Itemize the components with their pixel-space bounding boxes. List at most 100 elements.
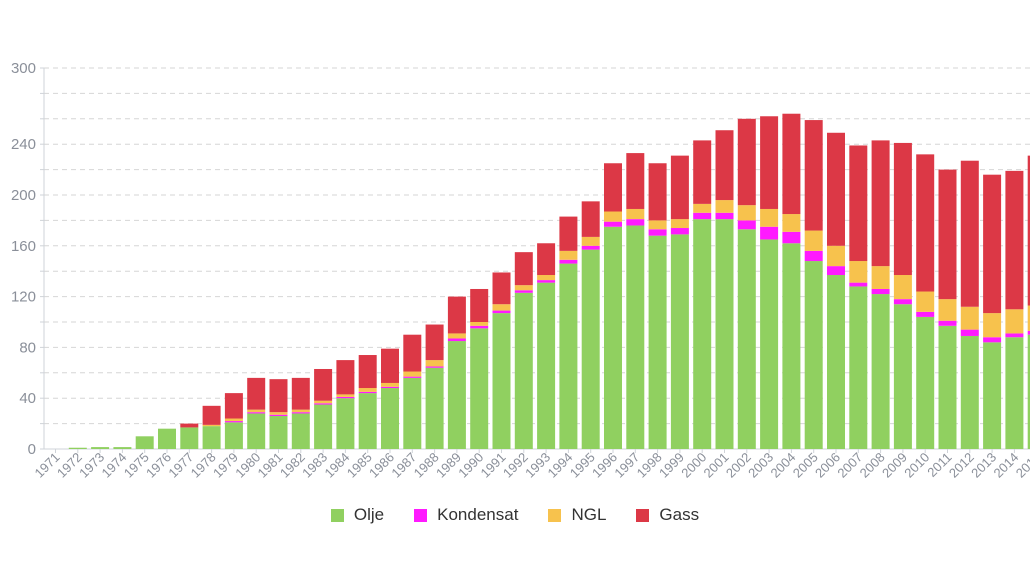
bar-gass-2012[interactable] — [960, 160, 979, 307]
bar-gass-2007[interactable] — [849, 145, 868, 262]
bar-ngl-2003[interactable] — [760, 208, 779, 227]
bar-kondensat-1982[interactable] — [291, 412, 310, 414]
bar-ngl-1978[interactable] — [202, 424, 221, 427]
bar-olje-1990[interactable] — [470, 328, 489, 449]
bar-ngl-2007[interactable] — [849, 261, 868, 283]
bar-olje-2007[interactable] — [849, 286, 868, 449]
bar-kondensat-2010[interactable] — [916, 311, 935, 317]
bar-gass-2015[interactable] — [1027, 155, 1030, 306]
bar-olje-1973[interactable] — [91, 447, 110, 449]
bar-gass-2014[interactable] — [1005, 170, 1024, 310]
bar-gass-1991[interactable] — [492, 272, 511, 305]
bar-kondensat-1998[interactable] — [648, 229, 667, 236]
bar-olje-1995[interactable] — [581, 249, 600, 449]
bar-ngl-2008[interactable] — [871, 266, 890, 289]
bar-ngl-1996[interactable] — [604, 211, 622, 222]
bar-gass-2000[interactable] — [693, 140, 712, 204]
bar-ngl-2012[interactable] — [960, 306, 979, 330]
bar-kondensat-2007[interactable] — [849, 282, 868, 287]
bar-kondensat-1994[interactable] — [559, 259, 578, 264]
bar-gass-2002[interactable] — [737, 118, 756, 206]
bar-kondensat-1989[interactable] — [447, 338, 466, 342]
bar-ngl-2015[interactable] — [1027, 305, 1030, 331]
bar-olje-2010[interactable] — [916, 316, 935, 449]
bar-gass-2013[interactable] — [983, 174, 1002, 314]
bar-ngl-2009[interactable] — [893, 275, 912, 300]
bar-gass-1982[interactable] — [291, 377, 310, 410]
bar-kondensat-1997[interactable] — [626, 219, 645, 226]
bar-gass-2004[interactable] — [782, 113, 801, 215]
bar-olje-1976[interactable] — [158, 428, 176, 449]
bar-kondensat-1987[interactable] — [403, 376, 422, 378]
bar-olje-2008[interactable] — [871, 294, 890, 449]
bar-olje-1979[interactable] — [224, 422, 243, 449]
bar-gass-1977[interactable] — [180, 423, 199, 428]
bar-olje-1994[interactable] — [559, 263, 578, 449]
bar-olje-1997[interactable] — [626, 225, 645, 449]
bar-gass-1995[interactable] — [581, 201, 600, 237]
bar-gass-2009[interactable] — [893, 142, 912, 276]
legend-item-gass[interactable]: Gass — [636, 505, 699, 525]
bar-gass-1985[interactable] — [358, 355, 377, 389]
bar-olje-2012[interactable] — [960, 335, 979, 449]
bar-gass-2008[interactable] — [871, 140, 890, 267]
bar-kondensat-1981[interactable] — [269, 414, 288, 416]
bar-ngl-1983[interactable] — [314, 400, 333, 404]
bar-gass-1993[interactable] — [537, 243, 556, 276]
bar-olje-2014[interactable] — [1005, 337, 1024, 449]
bar-kondensat-2012[interactable] — [960, 329, 979, 336]
bar-kondensat-1986[interactable] — [381, 386, 399, 389]
bar-olje-1992[interactable] — [514, 292, 533, 449]
bar-kondensat-1993[interactable] — [537, 280, 556, 283]
bar-olje-2011[interactable] — [938, 325, 957, 449]
bar-olje-2006[interactable] — [827, 275, 845, 449]
bar-ngl-1979[interactable] — [224, 418, 243, 422]
bar-olje-2002[interactable] — [737, 229, 756, 449]
bar-kondensat-1999[interactable] — [670, 228, 689, 235]
bar-olje-1986[interactable] — [381, 388, 399, 449]
bar-olje-1983[interactable] — [314, 404, 333, 449]
bar-ngl-1981[interactable] — [269, 412, 288, 415]
bar-kondensat-1988[interactable] — [425, 366, 444, 368]
bar-kondensat-2011[interactable] — [938, 320, 957, 326]
bar-ngl-1993[interactable] — [537, 275, 556, 281]
bar-gass-1990[interactable] — [470, 288, 489, 322]
bar-kondensat-1985[interactable] — [358, 391, 377, 394]
legend-item-ngl[interactable]: NGL — [548, 505, 606, 525]
bar-ngl-1999[interactable] — [670, 219, 689, 229]
bar-ngl-2006[interactable] — [827, 245, 845, 267]
bar-ngl-2005[interactable] — [804, 230, 823, 251]
bar-gass-1989[interactable] — [447, 296, 466, 334]
bar-kondensat-2006[interactable] — [827, 266, 845, 276]
bar-olje-1975[interactable] — [135, 436, 154, 449]
bar-ngl-2000[interactable] — [693, 203, 712, 213]
bar-kondensat-2009[interactable] — [893, 299, 912, 305]
bar-kondensat-2001[interactable] — [715, 212, 734, 220]
bar-kondensat-2005[interactable] — [804, 250, 823, 262]
bar-kondensat-1991[interactable] — [492, 310, 511, 314]
bar-olje-2009[interactable] — [893, 304, 912, 449]
legend-item-olje[interactable]: Olje — [330, 505, 384, 525]
bar-olje-1987[interactable] — [403, 377, 422, 449]
bar-ngl-2013[interactable] — [983, 313, 1002, 338]
bar-olje-1978[interactable] — [202, 426, 221, 449]
bar-gass-1996[interactable] — [604, 163, 622, 212]
bar-ngl-1992[interactable] — [514, 285, 533, 291]
bar-kondensat-2015[interactable] — [1027, 330, 1030, 335]
bar-ngl-1980[interactable] — [247, 409, 266, 413]
bar-gass-2010[interactable] — [916, 154, 935, 292]
bar-kondensat-1980[interactable] — [247, 412, 266, 414]
bar-ngl-1995[interactable] — [581, 236, 600, 246]
bar-gass-1988[interactable] — [425, 324, 444, 361]
bar-ngl-2001[interactable] — [715, 200, 734, 213]
bar-ngl-1982[interactable] — [291, 409, 310, 413]
bar-olje-2000[interactable] — [693, 219, 712, 449]
bar-gass-1987[interactable] — [403, 334, 422, 372]
bar-kondensat-2002[interactable] — [737, 220, 756, 230]
bar-kondensat-2004[interactable] — [782, 231, 801, 244]
bar-olje-1985[interactable] — [358, 393, 377, 449]
bar-olje-1993[interactable] — [537, 282, 556, 449]
bar-olje-1981[interactable] — [269, 415, 288, 449]
bar-olje-1984[interactable] — [336, 398, 355, 449]
bar-gass-1999[interactable] — [670, 155, 689, 220]
